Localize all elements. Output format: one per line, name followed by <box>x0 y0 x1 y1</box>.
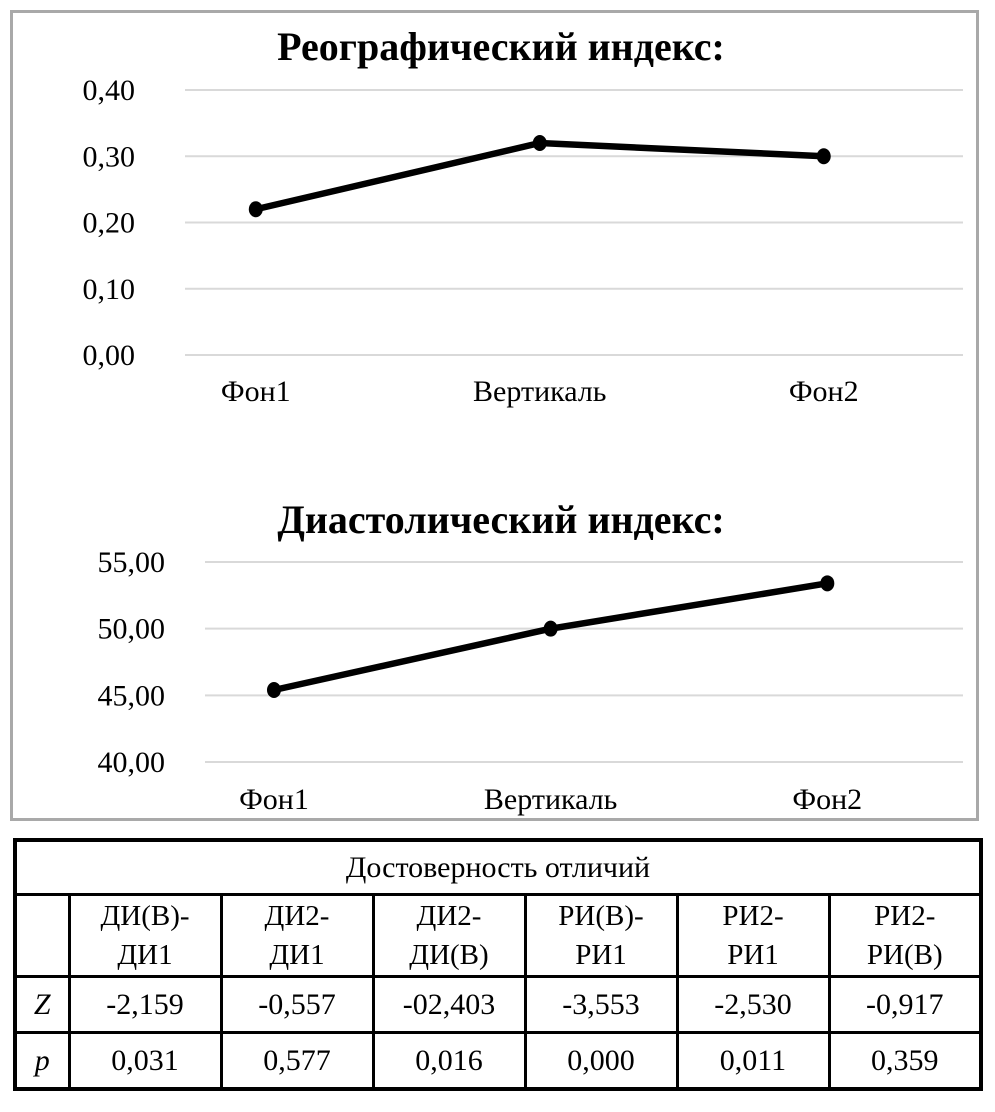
table-row-z: Z -2,159 -0,557 -02,403 -3,553 -2,530 -0… <box>13 975 983 1034</box>
col-header: РИ(В)- РИ1 <box>523 893 679 978</box>
z-value: -2,159 <box>67 975 223 1034</box>
data-point <box>543 620 558 637</box>
y-tick-label: 0,00 <box>83 339 136 372</box>
x-tick-label: Фон2 <box>789 375 859 408</box>
x-tick-label: Фон1 <box>221 375 291 408</box>
p-value: 0,011 <box>675 1031 831 1091</box>
row-label-z: Z <box>13 975 71 1034</box>
y-tick-label: 0,30 <box>83 140 136 173</box>
chart-title: Диастолический индекс: <box>277 497 724 542</box>
table-title-row: Достоверность отличий <box>13 838 983 896</box>
col-header: РИ2- РИ1 <box>675 893 831 978</box>
data-point <box>248 201 263 218</box>
z-value: -3,553 <box>523 975 679 1034</box>
y-tick-label: 0,20 <box>83 207 136 240</box>
table-header-row: ДИ(В)- ДИ1 ДИ2- ДИ1 ДИ2- ДИ(В) РИ(В)- РИ… <box>13 893 983 978</box>
x-tick-label: Вертикаль <box>484 783 617 816</box>
table-title: Достоверность отличий <box>13 838 983 896</box>
y-tick-label: 0,10 <box>83 273 136 306</box>
p-value: 0,016 <box>371 1031 527 1091</box>
data-point <box>820 575 835 592</box>
data-point <box>266 682 281 698</box>
p-value: 0,000 <box>523 1031 679 1091</box>
data-point <box>816 148 831 165</box>
z-value: -02,403 <box>371 975 527 1034</box>
x-tick-label: Фон1 <box>239 783 309 816</box>
p-value: 0,031 <box>67 1031 223 1091</box>
significance-table: Достоверность отличий ДИ(В)- ДИ1 ДИ2- ДИ… <box>13 838 983 1091</box>
series-line <box>255 139 824 213</box>
z-value: -0,917 <box>827 975 983 1034</box>
row-label-p: p <box>13 1031 71 1091</box>
y-tick-label: 50,00 <box>98 613 166 646</box>
col-header: РИ2- РИ(В) <box>827 893 983 978</box>
y-tick-label: 45,00 <box>98 679 166 712</box>
y-tick-label: 55,00 <box>98 546 166 579</box>
data-point <box>532 135 547 151</box>
table-row-p: p 0,031 0,577 0,016 0,000 0,011 0,359 <box>13 1031 983 1091</box>
col-header: ДИ(В)- ДИ1 <box>67 893 223 978</box>
charts-panel: 0,40 0,30 0,20 0,10 0,00 Реографический индек… <box>10 10 979 821</box>
z-value: -0,557 <box>219 975 375 1034</box>
x-tick-label: Вертикаль <box>473 375 606 408</box>
p-value: 0,359 <box>827 1031 983 1091</box>
line-charts-canvas: 0,40 0,30 0,20 0,10 0,00 Реографический индек… <box>83 24 963 816</box>
col-header: ДИ2- ДИ(В) <box>371 893 527 978</box>
chart-title: Реографический индекс: <box>277 24 725 69</box>
y-tick-label: 40,00 <box>98 746 166 779</box>
corner-cell <box>13 893 71 978</box>
y-tick-label: 0,40 <box>83 74 136 107</box>
z-value: -2,530 <box>675 975 831 1034</box>
x-tick-label: Фон2 <box>792 783 862 816</box>
p-value: 0,577 <box>219 1031 375 1091</box>
col-header: ДИ2- ДИ1 <box>219 893 375 978</box>
